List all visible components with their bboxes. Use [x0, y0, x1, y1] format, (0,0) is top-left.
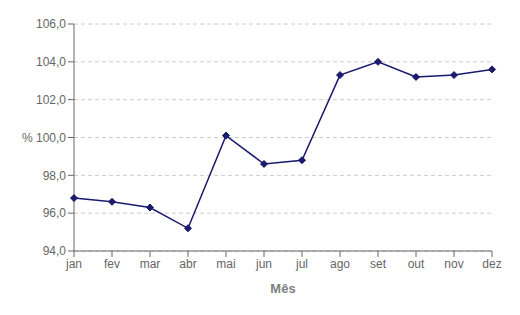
svg-text:98,0: 98,0	[43, 169, 67, 183]
svg-text:abr: abr	[179, 257, 196, 271]
svg-text:out: out	[408, 257, 425, 271]
svg-text:106,0: 106,0	[36, 17, 66, 31]
svg-text:% 100,0: % 100,0	[22, 131, 66, 145]
svg-text:jul: jul	[295, 257, 308, 271]
svg-text:96,0: 96,0	[43, 206, 67, 220]
svg-text:94,0: 94,0	[43, 244, 67, 258]
svg-text:jun: jun	[255, 257, 272, 271]
svg-text:Mês: Mês	[270, 281, 295, 296]
svg-text:ago: ago	[330, 257, 350, 271]
svg-text:set: set	[370, 257, 387, 271]
svg-text:mar: mar	[140, 257, 161, 271]
svg-text:104,0: 104,0	[36, 55, 66, 69]
svg-text:jan: jan	[65, 257, 82, 271]
svg-text:nov: nov	[444, 257, 463, 271]
svg-text:dez: dez	[482, 257, 501, 271]
svg-text:mai: mai	[216, 257, 235, 271]
svg-text:fev: fev	[104, 257, 120, 271]
svg-text:102,0: 102,0	[36, 93, 66, 107]
